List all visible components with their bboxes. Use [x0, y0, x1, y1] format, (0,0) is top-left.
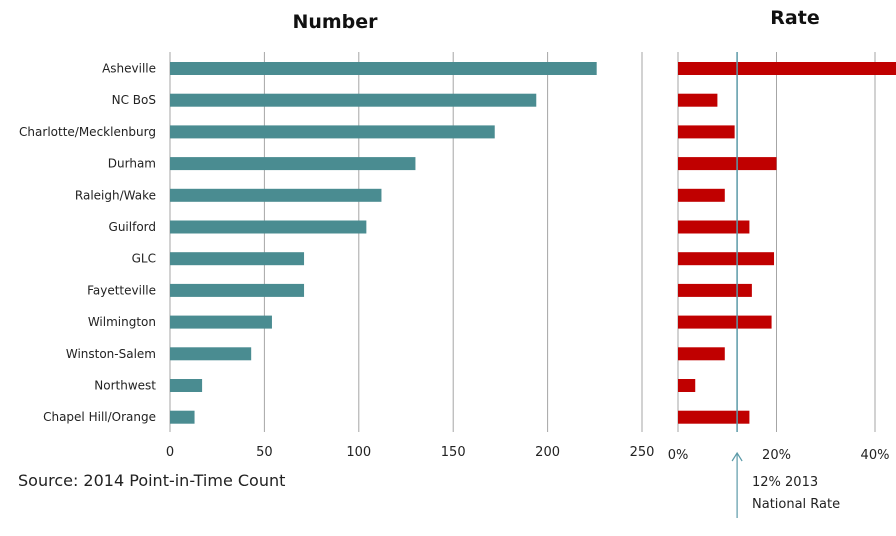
number-bar [170, 188, 382, 202]
number-bar [170, 252, 305, 266]
rate-bar [678, 93, 718, 107]
category-label: Northwest [94, 379, 156, 393]
number-tick-label: 250 [630, 445, 655, 460]
number-chart-bars [170, 62, 597, 424]
number-tick-label: 0 [166, 445, 174, 460]
national-rate-reference [731, 52, 743, 518]
category-label: Raleigh/Wake [75, 188, 156, 202]
rate-bar [678, 347, 725, 361]
category-label: Asheville [102, 62, 156, 76]
category-label: Durham [108, 157, 156, 171]
rate-bar [678, 283, 752, 297]
number-bar [170, 157, 416, 171]
source-note: Source: 2014 Point-in-Time Count [18, 471, 285, 490]
rate-bar [678, 125, 735, 139]
number-chart-tick-labels: 0 50 100 150 200 250 [166, 445, 655, 460]
number-bar [170, 347, 252, 361]
category-label: Wilmington [88, 315, 156, 329]
number-bar [170, 93, 537, 107]
rate-bar [678, 220, 750, 234]
number-tick-label: 200 [535, 445, 560, 460]
number-chart-gridlines [169, 52, 643, 432]
rate-tick-label: 0% [668, 448, 689, 463]
number-bar [170, 410, 195, 424]
rate-bar [678, 252, 775, 266]
number-bar [170, 62, 597, 75]
category-label: Charlotte/Mecklenburg [19, 125, 156, 139]
rate-bar [678, 410, 750, 424]
number-bar [170, 379, 203, 392]
rate-chart-gridlines [677, 52, 876, 432]
rate-bar [678, 62, 896, 75]
rate-tick-label: 40% [861, 448, 890, 463]
category-label: Guilford [109, 220, 156, 234]
annotation-line-2: National Rate [752, 497, 840, 512]
annotation-line-1: 12% 2013 [752, 475, 818, 490]
rate-bar [678, 379, 696, 392]
category-label: GLC [132, 252, 156, 266]
category-label: Chapel Hill/Orange [43, 410, 156, 424]
category-label: NC BoS [112, 93, 156, 107]
rate-bar [678, 157, 777, 171]
number-tick-label: 150 [441, 445, 466, 460]
category-label: Fayetteville [87, 283, 156, 297]
rate-chart-bars [678, 62, 896, 424]
number-tick-label: 50 [256, 445, 273, 460]
rate-chart-title: Rate [770, 7, 819, 29]
number-bar [170, 220, 367, 234]
category-label: Winston-Salem [66, 347, 156, 361]
number-bar [170, 315, 272, 329]
rate-bar [678, 315, 772, 329]
category-labels: Asheville NC BoS Charlotte/Mecklenburg Durh… [19, 62, 156, 425]
up-arrow-icon [731, 451, 743, 462]
rate-chart-tick-labels: 0% 20% 40% [668, 448, 890, 463]
number-bar [170, 283, 305, 297]
number-tick-label: 100 [346, 445, 371, 460]
number-chart-title: Number [292, 11, 378, 33]
rate-bar [678, 188, 725, 202]
number-bar [170, 125, 495, 139]
rate-tick-label: 20% [762, 448, 791, 463]
